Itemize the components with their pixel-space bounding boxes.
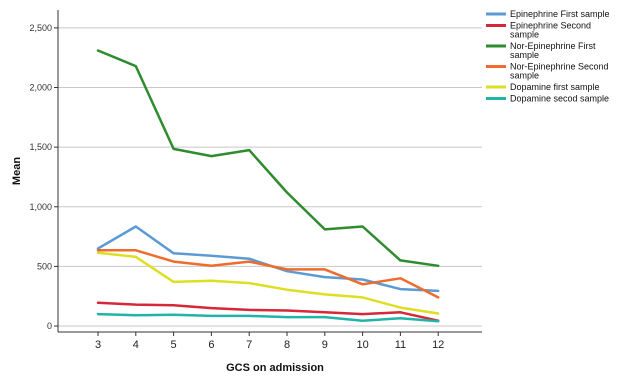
legend-item: Dopamine first sample: [486, 82, 600, 92]
axes: 0 500 1,000 1,500 2,000 2,500 3 4 5 6 7 8 9 10 11 12: [29, 10, 482, 351]
legend-label: Nor-Epinephrine Second sample: [510, 62, 609, 81]
legend-label: Epinephrine First sample: [510, 9, 610, 19]
y-tick-label: 0: [47, 321, 52, 331]
legend-label: Dopamine first sample: [510, 82, 600, 92]
series-line-4: [96, 249, 440, 299]
legend-item: Dopamine secod sample: [486, 94, 609, 104]
x-tick-label: 12: [432, 339, 444, 351]
x-tick-label: 10: [356, 339, 368, 351]
y-axis-title: Mean: [11, 157, 23, 185]
x-tick-label: 9: [322, 339, 328, 351]
x-tick-label: 7: [246, 339, 252, 351]
gridlines: [58, 27, 482, 327]
legend-item: Epinephrine First sample: [486, 9, 610, 19]
y-tick-label: 500: [37, 261, 52, 271]
y-tick-label: 2,500: [29, 23, 52, 33]
x-tick-label: 3: [95, 339, 101, 351]
legend: Epinephrine First sample Epinephrine Seco…: [486, 9, 610, 104]
x-tick-label: 4: [133, 339, 139, 351]
series-lines: [96, 49, 440, 323]
y-tick-label: 2,000: [29, 83, 52, 93]
y-tick-label: 1,000: [29, 202, 52, 212]
x-tick-label: 8: [284, 339, 290, 351]
legend-label: Nor-Epinephrine First sample: [510, 41, 596, 60]
x-tick-label: 6: [208, 339, 214, 351]
legend-item: Nor-Epinephrine Second sample: [486, 62, 609, 81]
y-tick-label: 1,500: [29, 142, 52, 152]
legend-label: Epinephrine Second sample: [510, 21, 591, 40]
series-line-6: [96, 312, 440, 323]
x-tick-label: 5: [171, 339, 177, 351]
legend-item: Epinephrine Second sample: [486, 21, 591, 40]
series-line-3: [96, 49, 440, 268]
x-axis-title: GCS on admission: [226, 362, 324, 372]
series-line-2: [96, 301, 440, 322]
legend-item: Nor-Epinephrine First sample: [486, 41, 596, 60]
series-line-5: [96, 251, 440, 315]
x-tick-label: 11: [395, 339, 406, 351]
legend-label: Dopamine secod sample: [510, 94, 609, 104]
